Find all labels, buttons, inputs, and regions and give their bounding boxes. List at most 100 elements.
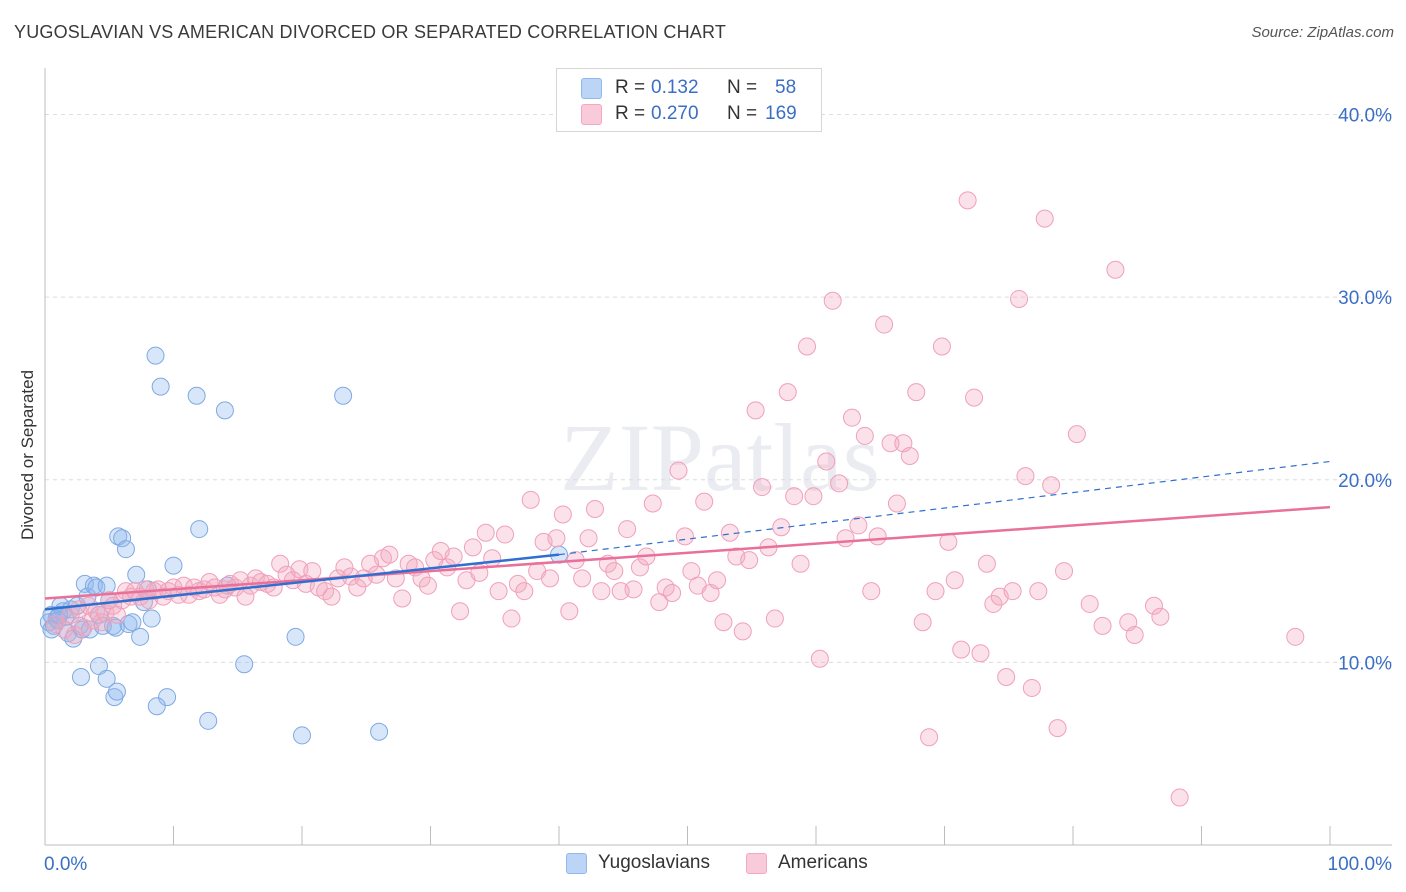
american-point: [881, 434, 900, 453]
american-point: [65, 625, 84, 644]
american-point: [1010, 289, 1029, 308]
american-point: [322, 587, 341, 606]
tick-labels: 10.0% 20.0% 30.0% 40.0% 0.0% 100.0%: [44, 106, 1392, 875]
american-point: [887, 494, 906, 513]
yugoslavian-point: [235, 655, 254, 674]
american-point: [1106, 260, 1125, 279]
american-point: [875, 315, 894, 334]
american-point: [675, 527, 694, 546]
american-point: [765, 609, 784, 628]
american-point: [663, 583, 682, 602]
yugoslavians-trend-line: [44, 553, 560, 611]
american-point: [926, 582, 945, 601]
american-point: [932, 337, 951, 356]
american-point: [823, 291, 842, 310]
yugoslavian-point: [97, 576, 116, 595]
chart-title: YUGOSLAVIAN VS AMERICAN DIVORCED OR SEPA…: [14, 22, 727, 42]
american-point: [624, 580, 643, 599]
yugoslavian-point: [334, 386, 353, 405]
x-tick-label: 0.0%: [44, 854, 87, 875]
american-point: [271, 554, 290, 573]
yugoslavian-point: [293, 726, 311, 745]
american-point: [830, 474, 849, 493]
american-point: [984, 594, 1003, 613]
american-point: [1016, 467, 1035, 486]
legend-n-value: 58: [775, 77, 797, 98]
legend-r-value: 0.270: [651, 103, 699, 124]
american-point: [393, 589, 412, 608]
american-point: [553, 505, 572, 524]
american-point: [418, 576, 437, 595]
yugoslavian-point: [116, 540, 135, 559]
american-point: [521, 490, 540, 509]
yugoslavians-points: [39, 346, 568, 745]
american-point: [335, 558, 354, 577]
source-label: Source: ZipAtlas.com: [1251, 24, 1394, 41]
yugoslavian-point: [286, 627, 305, 646]
american-point: [958, 191, 977, 210]
american-point: [862, 582, 881, 601]
american-point: [463, 538, 482, 557]
american-point: [1170, 788, 1189, 807]
yugoslavian-point: [215, 401, 234, 420]
yugoslavians-trend-extension: [558, 460, 1331, 556]
american-point: [842, 408, 861, 427]
american-point: [708, 571, 727, 590]
watermark: ZIPatlas: [560, 404, 880, 511]
yugoslavian-point: [127, 565, 146, 584]
y-tick-label: 20.0%: [1338, 471, 1392, 492]
american-point: [476, 523, 495, 542]
american-point: [695, 492, 714, 511]
american-point: [380, 545, 399, 564]
american-point: [810, 649, 829, 668]
american-point: [1067, 425, 1086, 444]
american-point: [791, 554, 810, 573]
american-point: [573, 569, 592, 588]
american-point: [1151, 607, 1170, 626]
yugoslavian-point: [107, 682, 126, 701]
yugoslavian-point: [158, 688, 177, 707]
american-point: [804, 487, 823, 506]
american-point: [1035, 209, 1054, 228]
yugoslavian-point: [187, 386, 206, 405]
x-tick-label: 100.0%: [1328, 854, 1393, 875]
yugoslavian-point: [131, 627, 150, 646]
yugoslavian-point: [142, 609, 161, 628]
american-point: [502, 609, 521, 628]
american-point: [945, 571, 964, 590]
american-point: [900, 447, 919, 466]
y-tick-label: 30.0%: [1338, 288, 1392, 309]
american-point: [913, 613, 932, 632]
american-point: [579, 529, 598, 548]
legend-swatch-americans: [581, 104, 602, 125]
american-point: [92, 613, 111, 632]
correlation-legend: R = 0.132 N = 58 R = 0.270 N = 169: [556, 68, 822, 132]
yugoslavian-point: [164, 556, 183, 575]
american-point: [541, 569, 560, 588]
american-point: [1055, 562, 1074, 581]
legend-n-label: N =: [727, 103, 758, 124]
american-point: [1093, 616, 1112, 635]
trend-lines: [44, 460, 1331, 611]
american-point: [1286, 627, 1305, 646]
american-point: [997, 667, 1016, 686]
yugoslavian-point: [147, 697, 166, 716]
yugoslavian-point: [123, 613, 142, 632]
american-point: [798, 337, 817, 356]
american-point: [778, 383, 797, 402]
american-point: [849, 516, 868, 535]
american-point: [107, 605, 126, 624]
american-point: [496, 525, 515, 544]
american-point: [920, 728, 939, 747]
american-point: [547, 529, 566, 548]
american-point: [560, 602, 579, 621]
americans-points: [46, 191, 1305, 807]
american-point: [46, 615, 65, 634]
american-point: [348, 578, 367, 597]
american-point: [303, 562, 322, 581]
american-point: [817, 452, 836, 471]
yugoslavian-point: [71, 667, 90, 686]
y-tick-label: 10.0%: [1338, 653, 1392, 674]
american-point: [952, 640, 971, 659]
american-point: [971, 644, 990, 663]
